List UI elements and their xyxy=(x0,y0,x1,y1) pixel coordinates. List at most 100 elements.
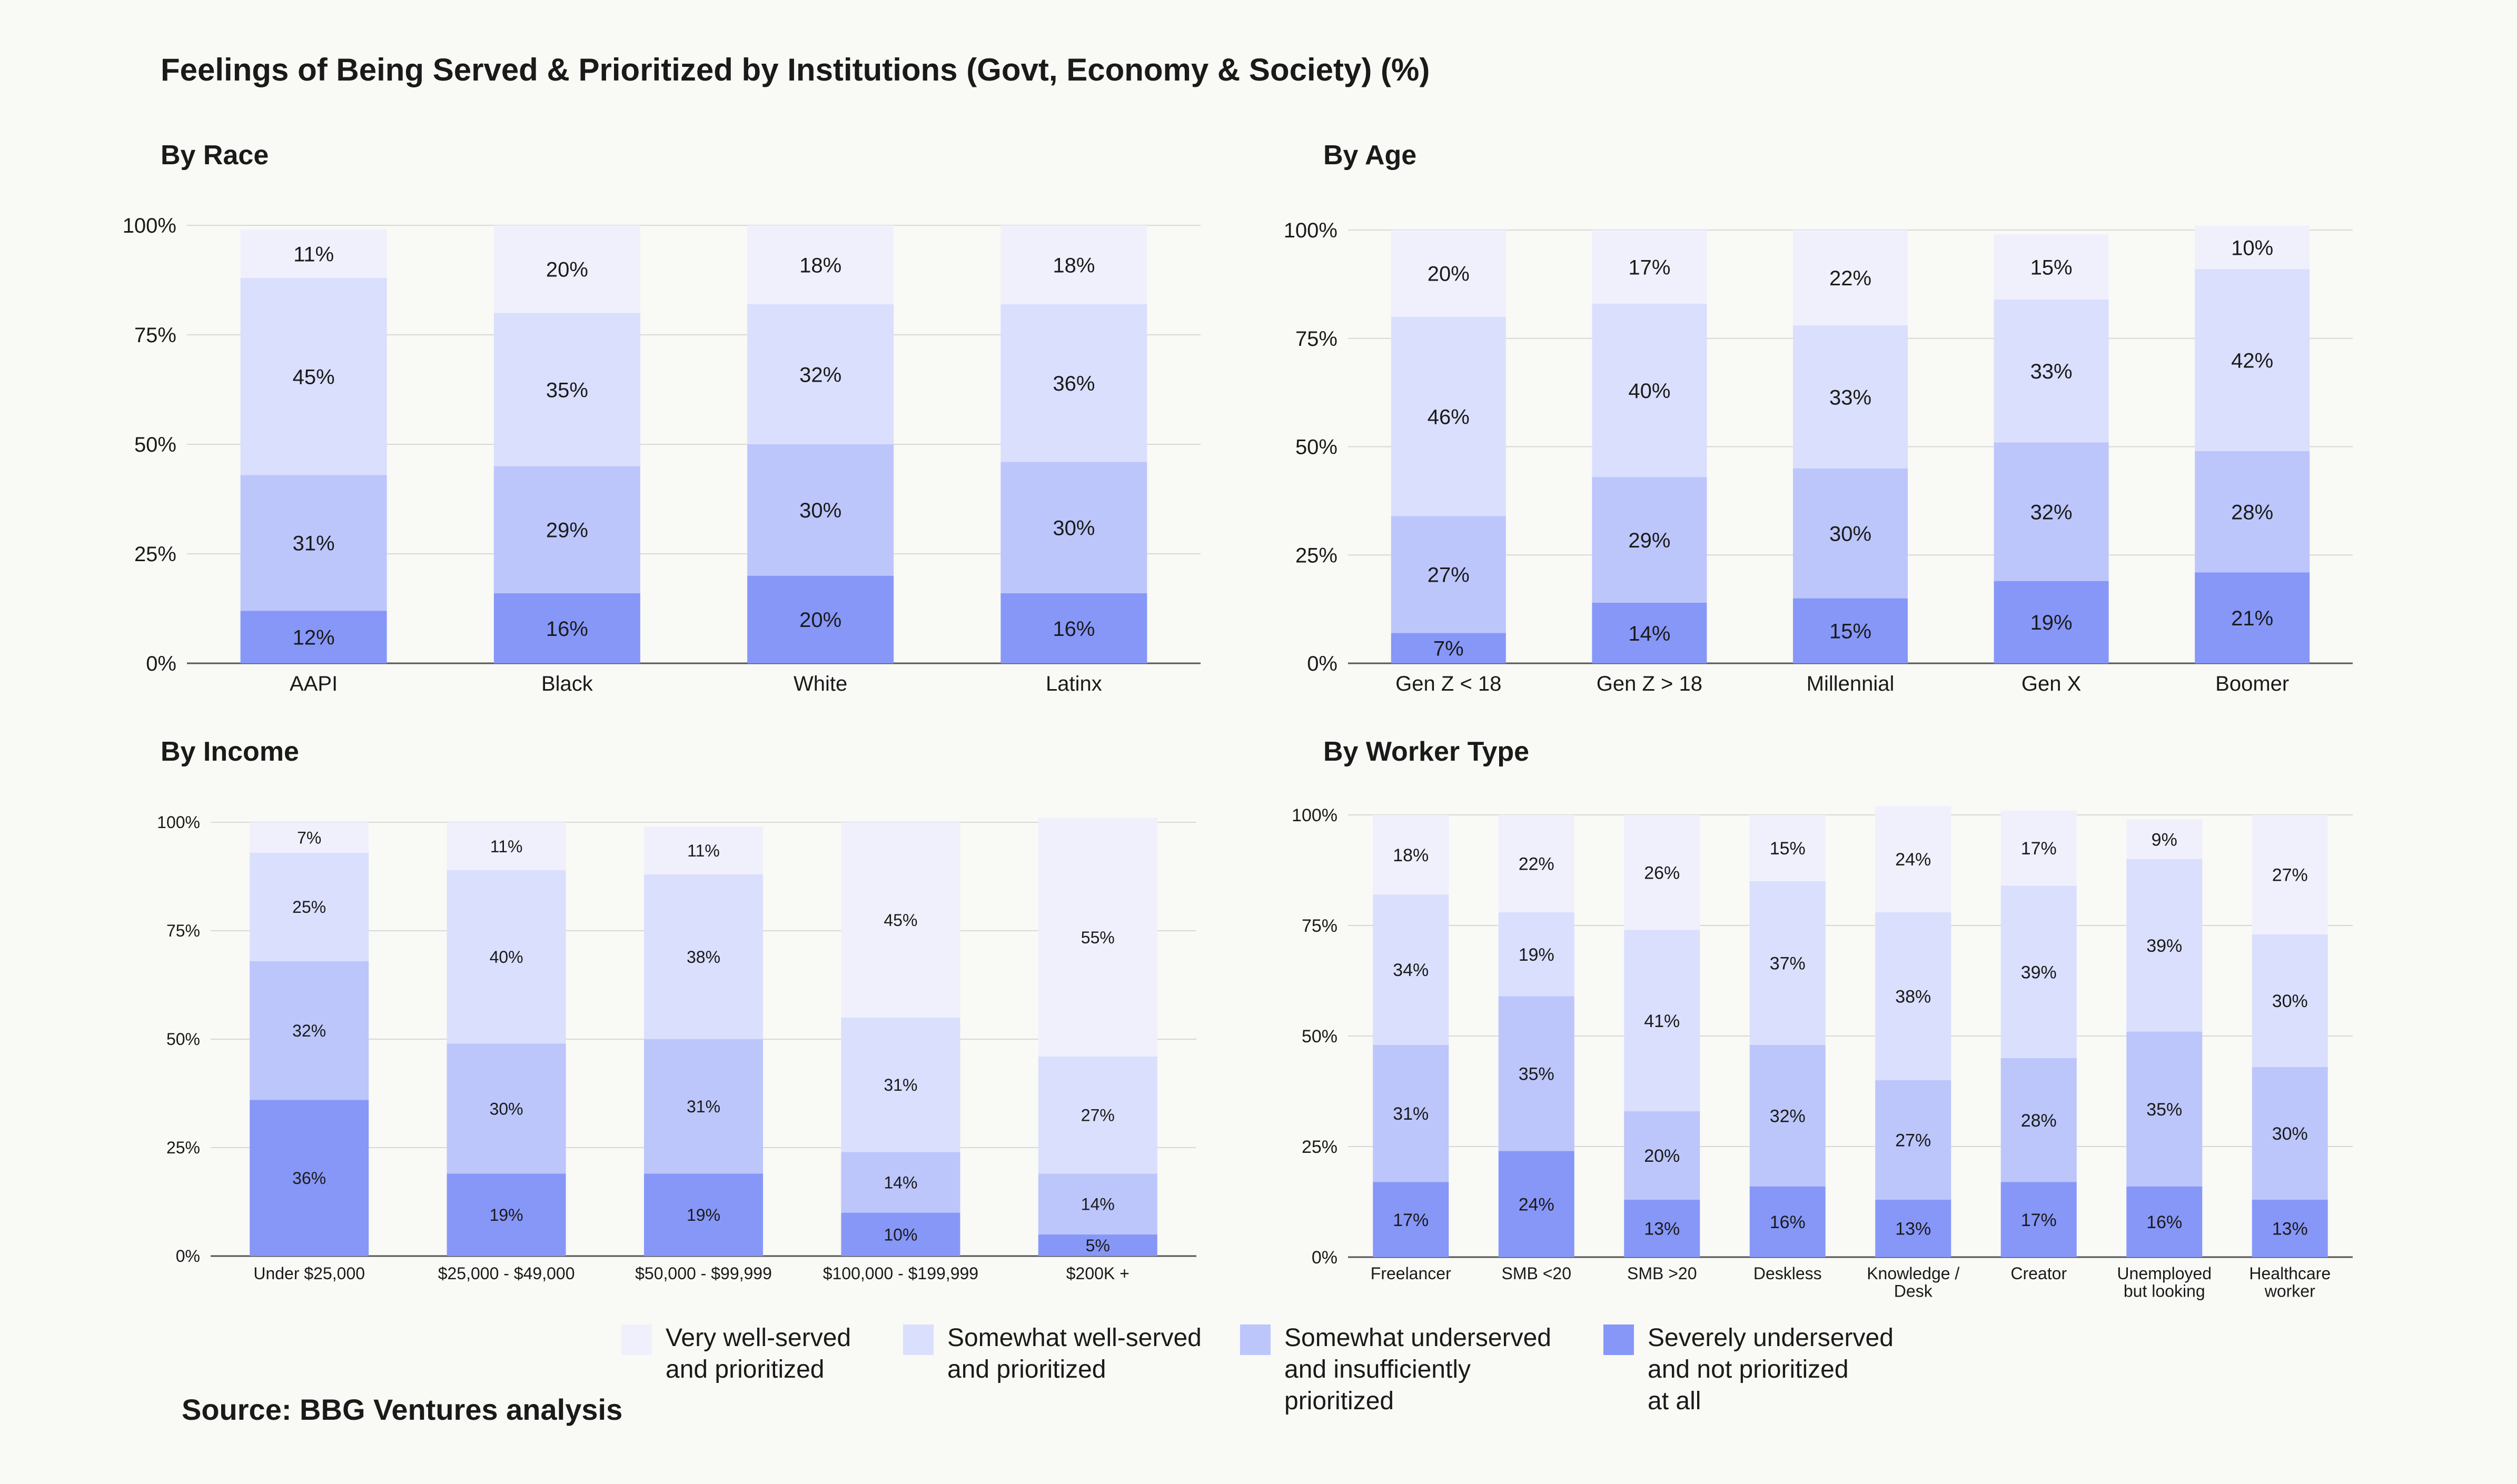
data-label-income: 19% xyxy=(490,1206,523,1224)
bar-segment-income-somewhat_underserved xyxy=(644,1039,763,1174)
bar-segment-worker-severely_underserved xyxy=(1373,1182,1449,1257)
data-label-race: 35% xyxy=(546,379,588,402)
x-tick-label-age: Millennial xyxy=(1807,672,1895,695)
data-label-age: 27% xyxy=(1428,564,1470,587)
bar-segment-worker-very_well_served xyxy=(1498,815,1574,912)
data-label-race: 20% xyxy=(546,258,588,282)
data-label-worker: 28% xyxy=(2021,1111,2057,1131)
data-label-age: 30% xyxy=(1829,523,1871,546)
bar-segment-worker-severely_underserved xyxy=(1875,1199,1951,1257)
bar-segment-worker-severely_underserved xyxy=(1749,1186,1826,1257)
page-title: Feelings of Being Served & Prioritized b… xyxy=(161,52,1430,87)
data-label-worker: 37% xyxy=(1770,954,1806,974)
data-label-income: 32% xyxy=(292,1021,326,1040)
data-label-race: 18% xyxy=(1053,254,1095,277)
bar-segment-age-very_well_served xyxy=(1592,230,1707,304)
y-tick-label-income: 0% xyxy=(176,1247,200,1266)
legend-item-somewhat_well_served: Somewhat well-served and prioritized xyxy=(903,1322,1240,1417)
bar-segment-income-very_well_served xyxy=(447,822,566,870)
data-label-worker: 32% xyxy=(1770,1106,1806,1126)
data-label-worker: 24% xyxy=(1519,1194,1554,1214)
bar-segment-worker-somewhat_well_served xyxy=(2000,885,2077,1058)
bar-segment-race-very_well_served xyxy=(493,225,640,313)
data-label-age: 32% xyxy=(2030,501,2073,524)
bar-segment-worker-very_well_served xyxy=(2126,819,2203,859)
bar-segment-race-severely_underserved xyxy=(1000,593,1147,663)
bar-segment-race-very_well_served xyxy=(1000,225,1147,304)
data-label-race: 16% xyxy=(1053,617,1095,641)
data-label-age: 28% xyxy=(2231,501,2273,524)
data-label-worker: 38% xyxy=(1895,987,1931,1007)
bar-segment-income-severely_underserved xyxy=(644,1173,763,1256)
data-label-race: 12% xyxy=(293,626,335,649)
bar-segment-race-somewhat_well_served xyxy=(1000,304,1147,462)
bar-segment-age-somewhat_well_served xyxy=(2195,269,2310,451)
legend-item-somewhat_underserved: Somewhat underserved and insufficiently … xyxy=(1240,1322,1603,1417)
bar-segment-race-somewhat_well_served xyxy=(240,277,387,475)
data-label-income: 45% xyxy=(884,911,917,930)
data-label-income: 31% xyxy=(687,1097,720,1116)
data-label-worker: 19% xyxy=(1519,945,1554,965)
data-label-worker: 16% xyxy=(1770,1212,1806,1232)
data-label-race: 45% xyxy=(293,365,335,389)
bar-segment-income-severely_underserved xyxy=(447,1173,566,1256)
bar-segment-income-somewhat_well_served xyxy=(841,1017,960,1152)
data-label-worker: 17% xyxy=(2021,839,2057,859)
legend-swatch xyxy=(903,1324,934,1355)
y-tick-label-age: 25% xyxy=(1295,544,1337,567)
data-label-income: 11% xyxy=(490,837,523,856)
x-tick-label-worker: worker xyxy=(2264,1282,2315,1301)
bar-segment-worker-somewhat_underserved xyxy=(2252,1067,2328,1200)
data-label-income: 7% xyxy=(297,828,321,847)
bar-segment-age-somewhat_underserved xyxy=(1793,468,1908,599)
data-label-worker: 24% xyxy=(1895,850,1931,870)
x-tick-label-age: Gen Z < 18 xyxy=(1395,672,1501,695)
bar-segment-race-severely_underserved xyxy=(240,611,387,663)
data-label-age: 14% xyxy=(1628,622,1670,645)
x-tick-label-race: Latinx xyxy=(1046,672,1102,695)
data-label-worker: 20% xyxy=(1644,1146,1680,1166)
bar-segment-worker-somewhat_well_served xyxy=(1373,894,1449,1045)
bar-segment-worker-somewhat_underserved xyxy=(1749,1044,1826,1187)
panel-title-worker: By Worker Type xyxy=(1323,736,1529,767)
y-tick-label-worker: 25% xyxy=(1302,1137,1337,1157)
legend-label: Somewhat underserved and insufficiently … xyxy=(1284,1324,1551,1415)
bar-segment-age-very_well_served xyxy=(2195,225,2310,270)
data-label-worker: 13% xyxy=(1644,1219,1680,1239)
y-tick-label-worker: 0% xyxy=(1312,1248,1337,1268)
source-note: Source: BBG Ventures analysis xyxy=(182,1393,623,1426)
bar-segment-income-somewhat_underserved xyxy=(447,1043,566,1174)
data-label-age: 15% xyxy=(2030,256,2073,279)
bar-segment-worker-severely_underserved xyxy=(1624,1199,1700,1257)
data-label-age: 33% xyxy=(1829,386,1871,409)
x-tick-label-income: $200K + xyxy=(1066,1264,1129,1283)
data-label-age: 19% xyxy=(2030,611,2073,634)
data-label-age: 10% xyxy=(2231,236,2273,260)
data-label-race: 11% xyxy=(293,243,334,266)
bar-segment-income-somewhat_well_served xyxy=(250,852,369,961)
data-label-worker: 9% xyxy=(2152,830,2177,850)
bar-segment-race-somewhat_underserved xyxy=(493,466,640,593)
data-label-age: 29% xyxy=(1628,529,1670,552)
bar-segment-worker-somewhat_underserved xyxy=(1498,996,1574,1151)
bar-segment-race-somewhat_underserved xyxy=(1000,462,1147,593)
panel-title-age: By Age xyxy=(1323,140,1416,171)
bar-segment-race-very_well_served xyxy=(747,225,894,304)
legend-label: Severely underserved and not prioritized… xyxy=(1648,1324,1894,1415)
bar-segment-worker-somewhat_well_served xyxy=(1875,912,1951,1080)
data-label-worker: 22% xyxy=(1519,854,1554,874)
x-tick-label-race: AAPI xyxy=(290,672,338,695)
x-tick-label-age: Gen Z > 18 xyxy=(1597,672,1702,695)
bar-segment-worker-somewhat_underserved xyxy=(2126,1031,2203,1187)
data-label-race: 29% xyxy=(546,519,588,542)
y-tick-label-race: 75% xyxy=(134,324,176,347)
data-label-income: 5% xyxy=(1086,1236,1110,1255)
bar-segment-age-somewhat_underserved xyxy=(1391,516,1506,633)
legend-label: Very well-served and prioritized xyxy=(666,1324,851,1383)
bar-segment-race-somewhat_well_served xyxy=(493,313,640,466)
data-label-income: 14% xyxy=(1081,1195,1115,1214)
data-label-race: 30% xyxy=(1053,516,1095,540)
bar-segment-age-very_well_served xyxy=(1391,230,1506,317)
data-label-worker: 30% xyxy=(2272,991,2308,1011)
y-tick-label-age: 50% xyxy=(1295,436,1337,459)
